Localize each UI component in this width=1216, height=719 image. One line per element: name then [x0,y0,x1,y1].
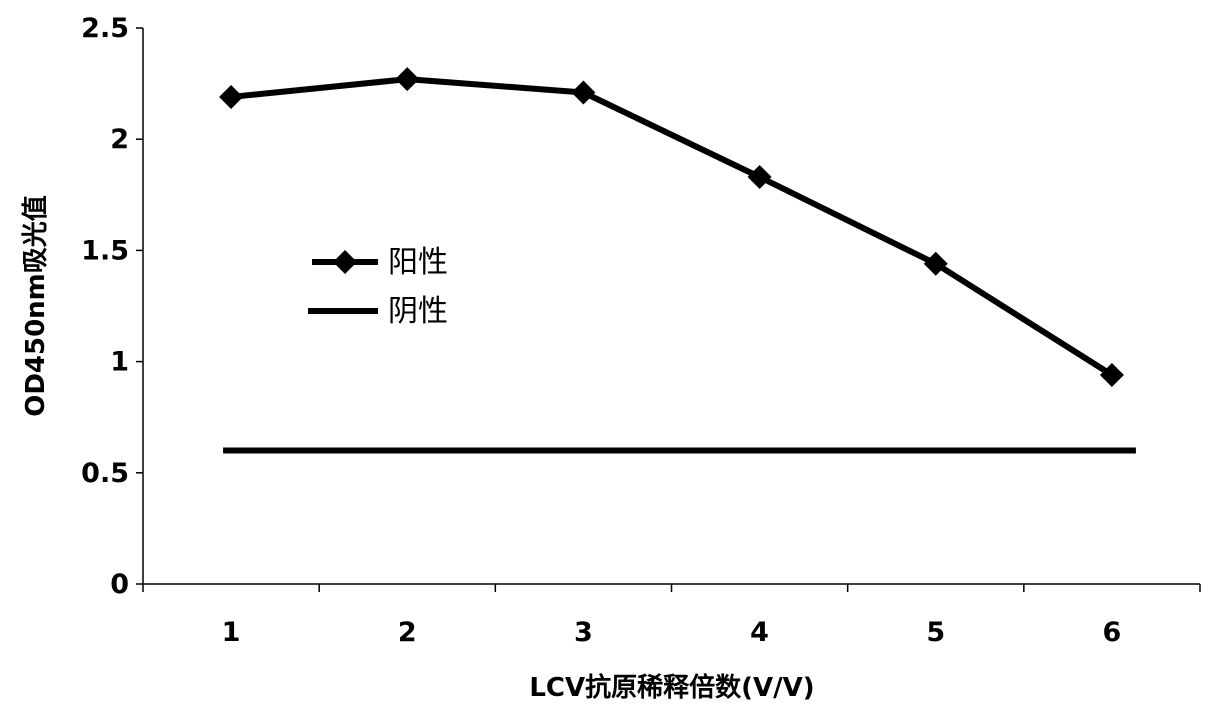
data-point [923,251,948,276]
axes [142,28,1200,585]
series-positive [219,67,1124,387]
x-tick-label: 4 [750,617,769,648]
data-point [1099,362,1124,387]
y-tick-label: 1.5 [81,235,129,266]
y-tick-label: 2.5 [81,13,129,44]
series-line [230,76,1114,378]
x-tick-label: 1 [222,617,241,648]
y-ticks: 0 0.5 1 1.5 2 2.5 [81,13,143,600]
x-axis-title: LCV抗原稀释倍数(V/V) [529,672,814,703]
y-tick-label: 0.5 [81,458,129,489]
y-axis-title: OD450nm吸光值 [21,195,51,417]
data-point [395,67,420,92]
legend: 阳性 阴性 [308,245,448,329]
legend-label-negative: 阴性 [388,294,448,329]
y-tick-label: 1 [110,347,129,378]
x-ticks: 1 2 3 4 5 6 [142,584,1201,648]
x-tick-label: 3 [574,617,593,648]
y-tick-label: 0 [110,569,129,600]
data-point [219,84,244,109]
y-tick-label: 2 [110,124,129,155]
x-tick-label: 5 [926,617,945,648]
data-point [571,80,596,105]
legend-marker-positive [333,250,357,274]
legend-label-positive: 阳性 [388,245,448,280]
data-point [747,165,772,190]
x-tick-label: 6 [1103,617,1122,648]
x-tick-label: 2 [398,617,417,648]
series-layer [219,67,1136,454]
